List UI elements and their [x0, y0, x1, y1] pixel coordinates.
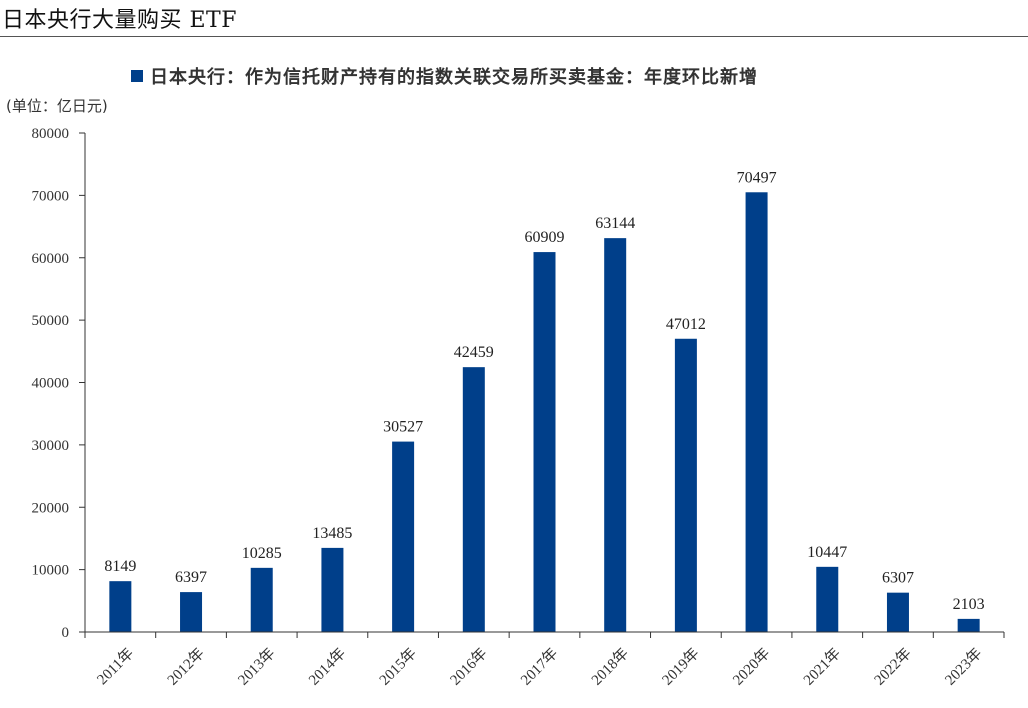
y-tick-label: 10000 [32, 563, 70, 579]
data-label: 6397 [175, 569, 207, 586]
data-label: 30527 [383, 419, 423, 436]
data-label: 8149 [104, 558, 136, 575]
y-tick-label: 50000 [32, 313, 70, 329]
bar [533, 252, 556, 632]
legend-label: 日本央行：作为信托财产持有的指数关联交易所买卖基金：年度环比新增 [150, 66, 758, 88]
x-tick-label: 2021年 [800, 645, 844, 689]
x-tick-label: 2022年 [871, 645, 915, 689]
y-tick-label: 40000 [32, 376, 70, 392]
x-axis: 2011年 2012年 2013年 2014年 2015年 2016年 2017年 2018年… [84, 631, 1005, 689]
y-tick-label: 0 [62, 625, 70, 641]
title-divider [0, 36, 1028, 37]
bar [180, 592, 203, 632]
y-axis: 0 10000 20000 30000 40000 50000 60000 70000 8000… [32, 126, 86, 641]
bar [250, 567, 273, 632]
x-tick-label: 2020年 [730, 645, 774, 689]
data-label: 63144 [595, 215, 635, 232]
data-label: 2103 [953, 596, 985, 613]
x-tick-label: 2012年 [164, 645, 208, 689]
x-tick-label: 2011年 [94, 645, 137, 688]
y-tick-label: 30000 [32, 438, 70, 454]
bar [321, 547, 344, 632]
bar [745, 192, 768, 632]
bar [109, 581, 132, 632]
data-label: 60909 [525, 229, 565, 246]
x-tick-label: 2014年 [305, 645, 349, 689]
data-label: 13485 [312, 525, 352, 542]
y-tick-label: 70000 [32, 188, 70, 204]
x-tick-label: 2023年 [942, 645, 986, 689]
data-label: 42459 [454, 344, 494, 361]
bar [674, 338, 697, 632]
data-label: 10447 [807, 544, 847, 561]
y-tick-label: 80000 [32, 126, 70, 142]
data-label: 6307 [882, 570, 914, 587]
bar [816, 566, 839, 632]
bar [957, 618, 980, 632]
data-label: 47012 [666, 316, 706, 333]
x-tick-label: 2013年 [235, 645, 279, 689]
legend-swatch [131, 70, 143, 82]
data-label: 10285 [242, 545, 282, 562]
x-tick-label: 2016年 [447, 645, 491, 689]
x-tick-label: 2019年 [659, 645, 703, 689]
legend: 日本央行：作为信托财产持有的指数关联交易所买卖基金：年度环比新增 [131, 66, 758, 88]
bar [392, 441, 415, 632]
bar [462, 367, 485, 632]
x-tick-label: 2017年 [517, 645, 561, 689]
bar [886, 592, 909, 632]
x-tick-label: 2015年 [376, 645, 420, 689]
bar [604, 238, 627, 633]
y-tick-label: 60000 [32, 251, 70, 267]
unit-label: (单位：亿日元) [6, 97, 108, 115]
data-label: 70497 [737, 169, 777, 186]
y-tick-label: 20000 [32, 500, 70, 516]
page-title: 日本央行大量购买 ETF [2, 8, 237, 33]
x-tick-label: 2018年 [588, 645, 632, 689]
bars: 8149 6397 10285 13485 30527 42459 60909 63144 47… [104, 169, 985, 633]
